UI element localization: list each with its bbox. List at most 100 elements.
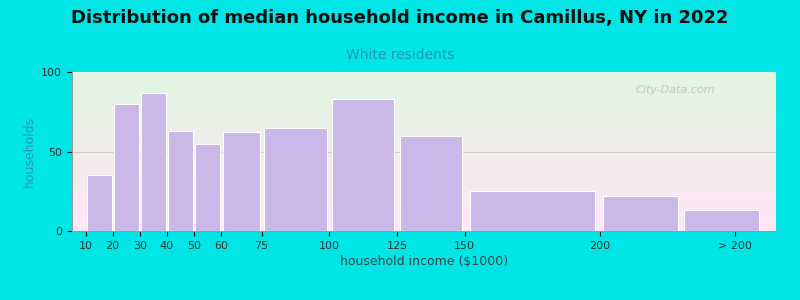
- Bar: [72, 119, 776, 120]
- Bar: [72, 95, 776, 96]
- Bar: [72, 124, 776, 125]
- Bar: [72, 200, 776, 201]
- Bar: [168, 131, 193, 231]
- Bar: [72, 89, 776, 90]
- Bar: [72, 164, 776, 165]
- Bar: [72, 123, 776, 124]
- Bar: [72, 202, 776, 203]
- Bar: [72, 118, 776, 119]
- Bar: [72, 205, 776, 206]
- Bar: [72, 90, 776, 91]
- Bar: [72, 219, 776, 220]
- Bar: [264, 128, 326, 231]
- Bar: [72, 185, 776, 186]
- Bar: [72, 212, 776, 213]
- Bar: [72, 201, 776, 202]
- Bar: [72, 77, 776, 78]
- Bar: [222, 132, 260, 231]
- Bar: [72, 103, 776, 104]
- Bar: [72, 102, 776, 103]
- Bar: [72, 80, 776, 81]
- Bar: [72, 100, 776, 101]
- Bar: [72, 163, 776, 164]
- Bar: [72, 137, 776, 138]
- Bar: [72, 216, 776, 217]
- Bar: [72, 113, 776, 114]
- Bar: [72, 84, 776, 85]
- Bar: [86, 175, 111, 231]
- Bar: [72, 108, 776, 109]
- Bar: [72, 160, 776, 161]
- Bar: [72, 97, 776, 98]
- Bar: [72, 208, 776, 209]
- Bar: [72, 194, 776, 195]
- Bar: [72, 182, 776, 183]
- Bar: [72, 88, 776, 89]
- Bar: [72, 111, 776, 112]
- Bar: [72, 207, 776, 208]
- Bar: [332, 99, 394, 231]
- Bar: [72, 206, 776, 207]
- Bar: [72, 83, 776, 84]
- Bar: [72, 172, 776, 173]
- Bar: [72, 147, 776, 148]
- Bar: [72, 79, 776, 80]
- Bar: [72, 222, 776, 223]
- Bar: [72, 157, 776, 158]
- Bar: [72, 112, 776, 113]
- Bar: [72, 209, 776, 210]
- Bar: [72, 226, 776, 227]
- Bar: [72, 93, 776, 94]
- Bar: [72, 186, 776, 187]
- Bar: [72, 203, 776, 204]
- Bar: [72, 176, 776, 177]
- Bar: [72, 217, 776, 218]
- Bar: [72, 183, 776, 184]
- Bar: [72, 215, 776, 216]
- Bar: [72, 156, 776, 157]
- Bar: [72, 230, 776, 231]
- Bar: [72, 168, 776, 169]
- Bar: [72, 126, 776, 127]
- Bar: [685, 210, 759, 231]
- Bar: [72, 109, 776, 110]
- Bar: [72, 154, 776, 155]
- Bar: [72, 128, 776, 129]
- Bar: [72, 180, 776, 181]
- Bar: [72, 132, 776, 133]
- Bar: [72, 110, 776, 111]
- Bar: [72, 229, 776, 230]
- Bar: [72, 151, 776, 152]
- Bar: [72, 146, 776, 147]
- Bar: [72, 122, 776, 123]
- Bar: [72, 72, 776, 73]
- Bar: [72, 135, 776, 136]
- Bar: [72, 189, 776, 190]
- Bar: [72, 116, 776, 117]
- Bar: [72, 177, 776, 178]
- Bar: [72, 76, 776, 77]
- Bar: [72, 213, 776, 214]
- Bar: [72, 148, 776, 149]
- Bar: [72, 167, 776, 168]
- Bar: [72, 136, 776, 137]
- Bar: [72, 138, 776, 139]
- Bar: [72, 114, 776, 115]
- Bar: [72, 221, 776, 222]
- Bar: [470, 191, 594, 231]
- Bar: [72, 178, 776, 179]
- Bar: [72, 133, 776, 134]
- Bar: [72, 140, 776, 141]
- Bar: [603, 196, 678, 231]
- Bar: [72, 107, 776, 108]
- Bar: [72, 82, 776, 83]
- Bar: [72, 198, 776, 199]
- Bar: [72, 152, 776, 153]
- Bar: [72, 228, 776, 229]
- X-axis label: household income ($1000): household income ($1000): [340, 255, 508, 268]
- Bar: [72, 170, 776, 171]
- Bar: [72, 86, 776, 87]
- Bar: [72, 225, 776, 226]
- Bar: [72, 142, 776, 143]
- Bar: [72, 165, 776, 166]
